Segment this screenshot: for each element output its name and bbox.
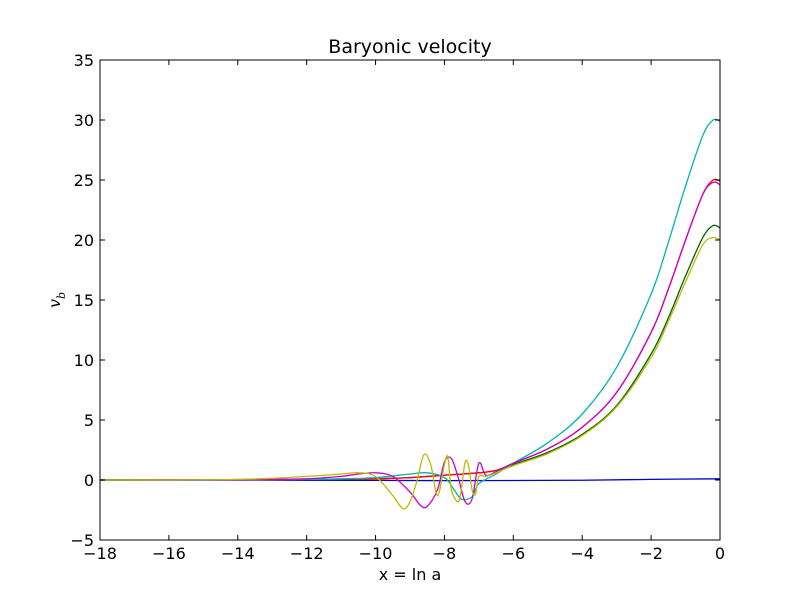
- svg-text:vb: vb: [45, 292, 68, 308]
- y-tick-label: 0: [84, 471, 94, 490]
- y-tick-label: 10: [74, 351, 94, 370]
- x-tick-label: −8: [433, 544, 457, 563]
- plot-frame: [99, 59, 721, 541]
- y-tick-label: 25: [74, 171, 94, 190]
- series-line-3: [100, 178, 720, 481]
- y-tick-label: 15: [74, 291, 94, 310]
- y-tick-label: 35: [74, 51, 94, 70]
- chart-title: Baryonic velocity: [328, 36, 491, 58]
- y-tick-label: 5: [84, 411, 94, 430]
- x-tick-label: −14: [221, 544, 255, 563]
- series-layer: [100, 118, 720, 510]
- y-tick-label: 30: [74, 111, 94, 130]
- x-axis-label: x = ln a: [379, 565, 442, 584]
- ticks-layer: −18 −16 −14 −12 −10 −8 −6 −4 −2 0 −5 0 5 10 15 20 25 30 35: [70, 51, 725, 563]
- series-line-4: [100, 118, 720, 501]
- series-line-2: [100, 224, 720, 481]
- series-line-6: [100, 236, 720, 510]
- x-tick-label: −4: [570, 544, 594, 563]
- series-line-5: [100, 181, 720, 509]
- y-tick-label: 20: [74, 231, 94, 250]
- y-axis-label-main: v: [45, 299, 64, 308]
- x-tick-label: −16: [152, 544, 186, 563]
- y-axis-label-subscript: b: [55, 292, 68, 299]
- x-tick-label: 0: [715, 544, 725, 563]
- y-tick-label: −5: [70, 531, 94, 550]
- x-tick-label: −12: [290, 544, 324, 563]
- x-tick-label: −6: [502, 544, 526, 563]
- x-tick-label: −10: [359, 544, 393, 563]
- x-tick-label: −2: [639, 544, 663, 563]
- x-tick-label: −18: [83, 544, 117, 563]
- y-axis-label: vb: [45, 292, 68, 308]
